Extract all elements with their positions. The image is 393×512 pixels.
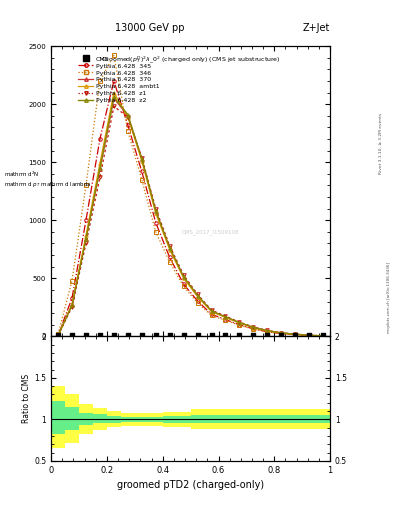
Y-axis label: Ratio to CMS: Ratio to CMS xyxy=(22,374,31,423)
Point xyxy=(55,331,61,339)
Text: mathrm d$^2$N
mathrm d $p_T$ mathrm d lambda: mathrm d$^2$N mathrm d $p_T$ mathrm d la… xyxy=(4,169,92,189)
Point xyxy=(250,331,257,339)
Point xyxy=(320,331,326,339)
Text: CMS_2017_I1509108: CMS_2017_I1509108 xyxy=(182,229,239,234)
Text: Z+Jet: Z+Jet xyxy=(303,23,330,33)
Point xyxy=(236,331,242,339)
Point xyxy=(125,331,131,339)
Point xyxy=(69,331,75,339)
Text: mcplots.cern.ch [arXiv:1306.3436]: mcplots.cern.ch [arXiv:1306.3436] xyxy=(387,262,391,332)
Point xyxy=(152,331,159,339)
Point xyxy=(195,331,201,339)
Text: Groomed$(p_T^D)^2\lambda\_0^2$ (charged only) (CMS jet substructure): Groomed$(p_T^D)^2\lambda\_0^2$ (charged … xyxy=(101,55,281,66)
Point xyxy=(111,331,117,339)
Point xyxy=(139,331,145,339)
Text: 13000 GeV pp: 13000 GeV pp xyxy=(115,23,184,33)
Point xyxy=(222,331,229,339)
Point xyxy=(264,331,270,339)
Point xyxy=(208,331,215,339)
Point xyxy=(97,331,103,339)
X-axis label: groomed pTD2 (charged-only): groomed pTD2 (charged-only) xyxy=(117,480,264,490)
Point xyxy=(292,331,298,339)
Point xyxy=(167,331,173,339)
Point xyxy=(180,331,187,339)
Point xyxy=(306,331,312,339)
Text: Rivet 3.1.10, ≥ 3.2M events: Rivet 3.1.10, ≥ 3.2M events xyxy=(379,113,383,174)
Legend: CMS, Pythia 6.428  345, Pythia 6.428  346, Pythia 6.428  370, Pythia 6.428  ambt: CMS, Pythia 6.428 345, Pythia 6.428 346,… xyxy=(77,55,161,104)
Point xyxy=(83,331,89,339)
Point xyxy=(278,331,285,339)
